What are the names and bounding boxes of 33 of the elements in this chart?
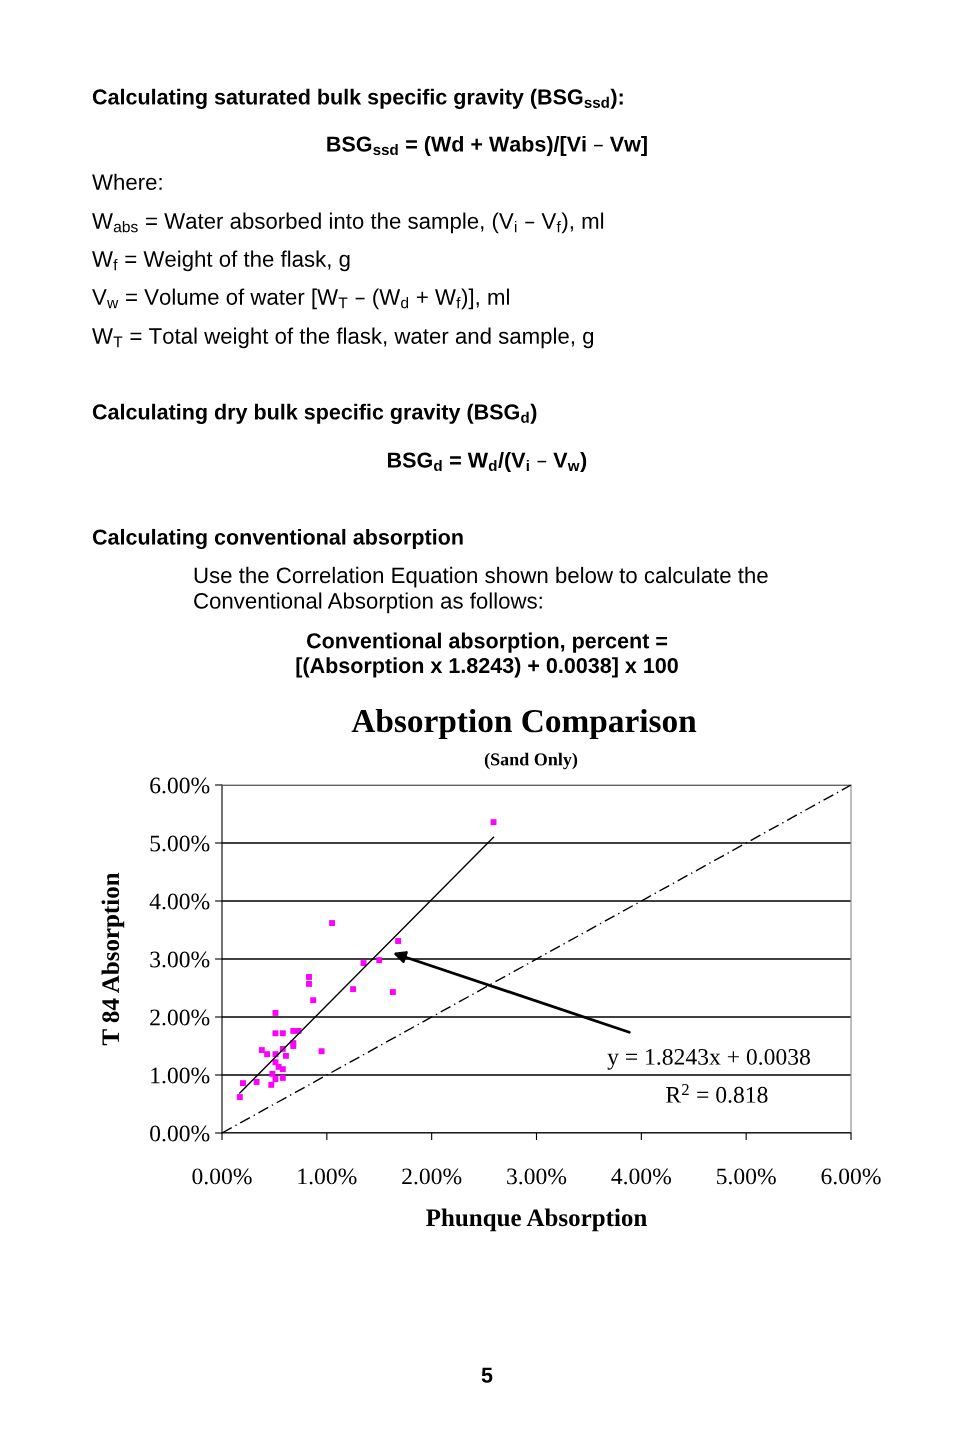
x-tick-label: 1.00% [298,1168,357,1185]
text: Conventional absorption, percent = [(Absorption x 1.8243) + 0.0038] x 100 [296,632,678,678]
text: Use the Correlation Equation shown below to calculate the Conventional Absorption as follows: [194,566,768,614]
text: Calculating conventional absorption [92,528,463,550]
chart-title: Absorption Comparison [351,708,697,740]
y-tick-label: 5.00% [150,835,210,852]
y-tick-label: 3.00% [150,951,210,968]
x-tick-label: 5.00% [717,1168,776,1185]
text: BSG$_{d}$ = W$_{d}$/(V$_{i}$ – V$_{w}$) [388,451,587,472]
y-tick-label: 1.00% [151,1067,210,1084]
x-tick-label: 4.00% [611,1168,672,1185]
x-tick-label: 2.00% [402,1168,462,1185]
y-tick-label: 0.00% [150,1125,210,1142]
x-tick-label: 0.00% [192,1168,252,1185]
annotation: y = 1.8243x + 0.0038 [607,1048,810,1070]
annotation: R$^{2}$ = 0.818 [666,1084,768,1103]
x-tick-label: 3.00% [507,1168,567,1185]
text: BSG$_{ssd}$ = (Wd + Wabs)/[Vi – Vw] [327,135,647,156]
text: W$_{f}$ = Weight of the flask, g [92,250,350,272]
text: Calculating saturated bulk specific gravity (BSG$_{ssd}$): [92,88,623,109]
text: Calculating dry bulk specific gravity (BSG$_{d}$) [92,403,537,424]
chart-subtitle: (Sand Only) [484,752,578,770]
x-tick-label: 6.00% [821,1168,881,1185]
y-axis-title: T 84 Absorption [101,872,125,1046]
text: W$_{abs}$ = Water absorbed into the sample, (V$_{i}$ – V$_{f}$), ml [92,212,604,234]
text: V$_{w}$ = Volume of water [W$_{T}$ – (W$_{d}$ + W$_{f}$)], ml [92,288,509,310]
y-tick-label: 6.00% [150,777,210,794]
x-axis-title: Phunque Absorption [426,1208,647,1232]
text: 5 [481,1367,493,1383]
y-tick-label: 4.00% [149,893,210,910]
text: W$_{T}$ = Total weight of the flask, water and sample, g [92,327,594,349]
text: Where: [92,173,162,190]
y-tick-label: 2.00% [150,1009,210,1026]
